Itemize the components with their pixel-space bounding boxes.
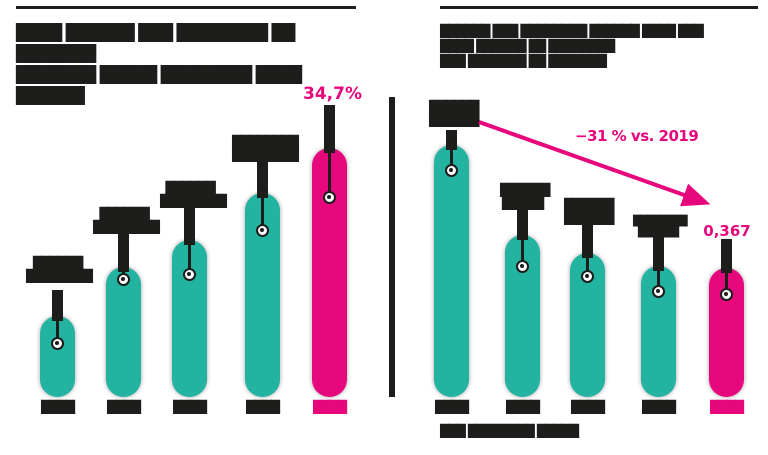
- left-bar-1-value: ██████ ████████: [26, 256, 93, 283]
- right-chart-title: ██████ ███ ████████ ██████ ████ ███ ████…: [440, 24, 704, 68]
- right-bullseye-icon-5: [720, 287, 733, 301]
- left-x-label-4: ████: [246, 400, 280, 414]
- right-bar-3-value: ██████ ██████: [564, 198, 614, 225]
- right-pin-stub-1: [446, 130, 457, 150]
- right-pin-line-3: [586, 253, 589, 276]
- left-top-rule: [16, 6, 356, 9]
- left-bar-5-value: 34,7%: [303, 84, 362, 104]
- right-bar-5-value: 0,367: [703, 222, 751, 240]
- right-chart-caption: ███ ████████ █████: [440, 424, 579, 438]
- left-x-label-5: ████: [313, 400, 347, 414]
- left-pin-stub-1: [52, 290, 63, 321]
- right-top-rule: [440, 6, 758, 9]
- left-bar-3-value: ██████ ████████: [160, 181, 227, 208]
- right-pin-stub-5: [721, 239, 732, 273]
- left-pin-stub-2: [118, 231, 129, 272]
- left-pin-stub-4: [257, 160, 268, 198]
- left-pin-line-4: [261, 193, 264, 230]
- left-bullseye-icon-1: [51, 336, 64, 350]
- left-pin-stub-5: [324, 105, 335, 153]
- left-bar-2: [106, 267, 141, 397]
- right-bullseye-icon-1: [445, 163, 458, 177]
- left-x-label-2: ████: [107, 400, 141, 414]
- panel-divider: [389, 97, 395, 397]
- left-bullseye-icon-5: [323, 190, 336, 204]
- left-x-label-1: ████: [41, 400, 75, 414]
- left-pin-stub-3: [184, 206, 195, 245]
- right-bar-1-value: ██████ ██████: [429, 100, 479, 127]
- right-pin-stub-4: [653, 237, 664, 271]
- right-x-label-4: ████: [642, 400, 676, 414]
- left-pin-line-3: [188, 240, 191, 274]
- right-bar-4-value: ████████ ██████: [633, 216, 688, 238]
- right-pin-line-4: [657, 266, 660, 291]
- left-bullseye-icon-3: [183, 267, 196, 281]
- left-bar-4-value: ████████ ████████: [232, 135, 299, 162]
- trend-annotation: −31 % vs. 2019: [575, 127, 699, 145]
- right-bullseye-icon-2: [516, 259, 529, 273]
- right-pin-line-5: [725, 268, 728, 294]
- right-pin-line-2: [521, 235, 524, 266]
- left-bullseye-icon-2: [117, 272, 130, 286]
- right-x-label-5: ████: [710, 400, 744, 414]
- right-pin-stub-3: [582, 224, 593, 258]
- left-pin-line-1: [56, 316, 59, 343]
- right-x-label-3: ████: [571, 400, 605, 414]
- left-bar-2-value: ██████ ████████: [93, 207, 160, 234]
- right-x-label-1: ████: [435, 400, 469, 414]
- left-pin-line-5: [328, 148, 331, 197]
- left-bullseye-icon-4: [256, 223, 269, 237]
- right-pin-stub-2: [517, 207, 528, 240]
- right-bullseye-icon-3: [581, 269, 594, 283]
- right-bullseye-icon-4: [652, 284, 665, 298]
- right-pin-line-1: [450, 145, 453, 170]
- right-x-label-2: ████: [506, 400, 540, 414]
- left-chart-title: ████ ██████ ███ ████████ ██ ███████ ████…: [16, 23, 302, 105]
- left-x-label-3: ████: [173, 400, 207, 414]
- right-bar-1: [434, 145, 469, 397]
